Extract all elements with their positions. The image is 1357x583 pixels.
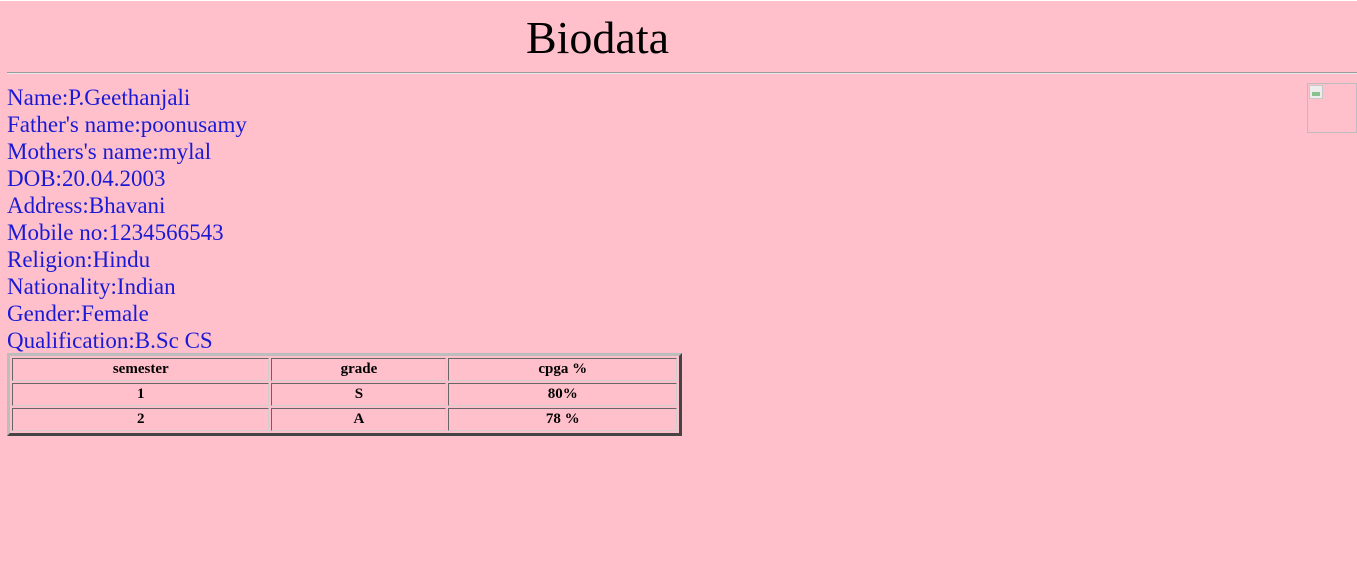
cpga-cell: 78 %	[448, 408, 677, 431]
profile-photo	[1307, 83, 1357, 133]
table-row: 1 S 80%	[12, 383, 677, 406]
table-header-row: semester grade cpga %	[12, 358, 677, 381]
column-header-grade: grade	[271, 358, 447, 381]
gender-line: Gender:Female	[7, 301, 149, 326]
qualification-line: Qualification:B.Sc CS	[7, 328, 213, 353]
father-name-line: Father's name:poonusamy	[7, 112, 247, 137]
mobile-line: Mobile no:1234566543	[7, 220, 224, 245]
column-header-cpga: cpga %	[448, 358, 677, 381]
biodata-details: Name:P.Geethanjali Father's name:poonusa…	[7, 84, 247, 354]
dob-line: DOB:20.04.2003	[7, 166, 166, 191]
column-header-semester: semester	[12, 358, 270, 381]
religion-line: Religion:Hindu	[7, 247, 151, 272]
horizontal-rule	[7, 72, 1357, 74]
semester-cell: 1	[12, 383, 270, 406]
broken-image-icon	[1309, 85, 1323, 99]
grade-cell: S	[271, 383, 447, 406]
semester-cell: 2	[12, 408, 270, 431]
address-line: Address:Bhavani	[7, 193, 166, 218]
table-row: 2 A 78 %	[12, 408, 677, 431]
grade-cell: A	[271, 408, 447, 431]
grades-table: semester grade cpga % 1 S 80% 2 A 78 %	[7, 353, 682, 436]
page-title: Biodata	[525, 12, 670, 63]
name-line: Name:P.Geethanjali	[7, 85, 191, 110]
cpga-cell: 80%	[448, 383, 677, 406]
mother-name-line: Mothers's name:mylal	[7, 139, 212, 164]
nationality-line: Nationality:Indian	[7, 274, 176, 299]
